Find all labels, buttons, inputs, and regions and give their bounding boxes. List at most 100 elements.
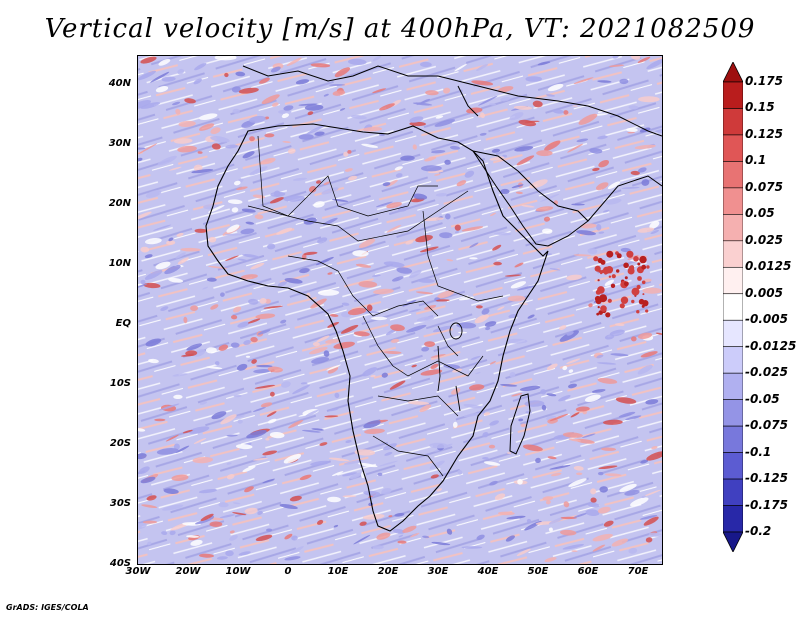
strong-updraft-patch — [597, 286, 605, 294]
updraft-patch — [489, 361, 496, 365]
downdraft-patch — [558, 395, 571, 402]
updraft-patch — [549, 413, 569, 422]
updraft-patch — [437, 290, 455, 299]
downdraft-patch — [318, 289, 340, 296]
downdraft-patch — [313, 201, 325, 208]
updraft-patch — [504, 274, 522, 277]
updraft-patch — [562, 432, 583, 438]
downdraft-patch — [435, 193, 448, 197]
updraft-patch — [631, 336, 637, 342]
downdraft-patch — [160, 306, 169, 311]
updraft-patch — [643, 516, 659, 526]
downdraft-patch — [233, 394, 242, 398]
updraft-patch — [646, 451, 662, 461]
europe-outline — [242, 65, 479, 117]
strong-updraft-patch — [637, 262, 641, 266]
downdraft-patch — [567, 383, 578, 389]
updraft-patch — [560, 516, 577, 520]
updraft-patch — [571, 550, 578, 552]
downdraft-patch — [412, 193, 428, 200]
downdraft-patch — [396, 267, 413, 274]
colorbar-segment — [723, 319, 743, 348]
downdraft-patch — [140, 102, 161, 109]
colorbar-segment — [723, 505, 743, 533]
downdraft-patch — [602, 209, 610, 213]
downdraft-patch — [478, 95, 498, 106]
downdraft-patch — [549, 464, 571, 470]
downdraft-patch — [535, 457, 541, 464]
downdraft-patch — [458, 296, 475, 301]
strong-updraft-patch — [624, 281, 629, 287]
colorbar-segment — [723, 293, 743, 321]
downdraft-patch — [584, 394, 601, 403]
strong-updraft-patch — [605, 266, 614, 274]
downdraft-patch — [281, 381, 291, 388]
updraft-patch — [578, 113, 598, 125]
lat-tick-label: 20N — [108, 198, 131, 209]
downdraft-patch — [140, 476, 156, 484]
colorbar-segment — [723, 346, 743, 374]
updraft-patch — [344, 168, 353, 172]
downdraft-patch — [381, 372, 388, 378]
updraft-patch — [261, 94, 280, 105]
updraft-patch — [388, 515, 393, 518]
downdraft-patch — [519, 385, 541, 392]
updraft-patch — [598, 160, 610, 168]
updraft-patch — [419, 404, 432, 413]
downdraft-patch — [342, 472, 357, 477]
strong-updraft-patch — [608, 275, 612, 278]
downdraft-patch — [641, 179, 650, 186]
strong-updraft-patch — [636, 310, 640, 314]
updraft-patch — [424, 305, 437, 310]
downdraft-patch — [314, 131, 325, 136]
downdraft-patch — [597, 471, 604, 476]
updraft-patch — [655, 332, 662, 335]
updraft-patch — [269, 197, 284, 204]
downdraft-patch — [270, 66, 281, 73]
updraft-patch — [208, 236, 217, 243]
updraft-patch — [627, 131, 635, 134]
updraft-patch — [171, 474, 189, 481]
downdraft-patch — [395, 173, 403, 178]
downdraft-patch — [482, 431, 489, 438]
downdraft-patch — [502, 154, 508, 158]
downdraft-patch — [417, 278, 435, 283]
downdraft-patch — [619, 483, 637, 493]
downdraft-patch — [329, 84, 346, 86]
strong-updraft-patch — [596, 312, 600, 316]
downdraft-patch — [500, 383, 518, 387]
downdraft-patch — [363, 420, 381, 429]
colorbar-segment — [723, 214, 743, 242]
lon-tick-label: 10W — [225, 566, 251, 577]
updraft-patch — [389, 380, 406, 390]
downdraft-patch — [161, 76, 176, 82]
downdraft-patch — [205, 347, 217, 354]
downdraft-patch — [321, 187, 339, 195]
downdraft-patch — [153, 224, 172, 231]
downdraft-patch — [310, 460, 330, 466]
updraft-patch — [284, 533, 293, 540]
updraft-patch — [197, 151, 203, 154]
strong-updraft-patch — [639, 255, 647, 264]
updraft-patch — [366, 304, 373, 312]
downdraft-patch — [506, 515, 526, 520]
downdraft-patch — [211, 411, 227, 420]
updraft-patch — [575, 406, 590, 412]
colorbar-label: 0.075 — [745, 179, 783, 194]
colorbar-label: 0.15 — [745, 100, 775, 115]
downdraft-patch — [582, 433, 596, 438]
updraft-patch — [317, 519, 324, 525]
lon-tick-label: 30E — [427, 566, 449, 577]
downdraft-patch — [186, 343, 203, 351]
downdraft-patch — [206, 277, 217, 282]
downdraft-patch — [138, 453, 147, 460]
updraft-patch — [498, 511, 515, 516]
updraft-patch — [333, 341, 355, 349]
downdraft-patch — [591, 389, 606, 393]
downdraft-patch — [587, 248, 598, 255]
updraft-patch — [355, 263, 372, 268]
downdraft-patch — [434, 119, 456, 127]
downdraft-patch — [398, 534, 404, 538]
downdraft-patch — [429, 442, 448, 449]
updraft-patch — [575, 438, 595, 444]
